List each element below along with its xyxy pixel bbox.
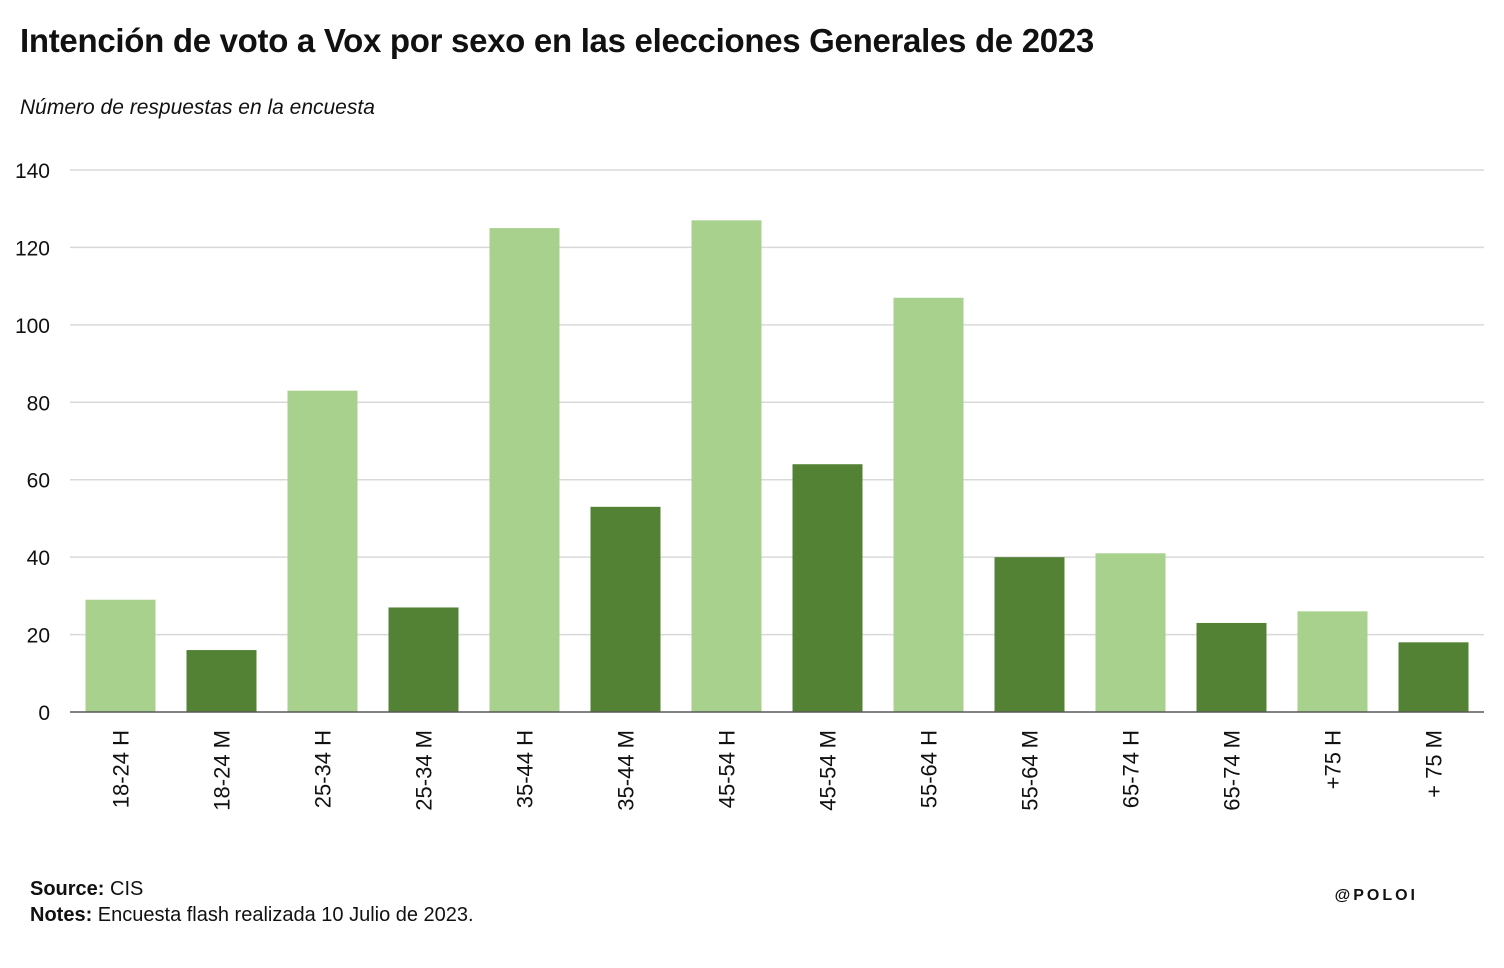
- notes-line: Notes: Encuesta flash realizada 10 Julio…: [30, 902, 474, 928]
- notes-label: Notes:: [30, 904, 93, 926]
- y-tick-label: 80: [27, 392, 50, 415]
- x-axis-ticks: 18-24 H 18-24 M 25-34 H 25-34 M 35-44 H 35-44…: [109, 730, 1447, 811]
- bar: [1297, 611, 1368, 712]
- bar: [994, 557, 1065, 712]
- bar: [85, 599, 156, 712]
- author-credit: @POLOI: [1334, 887, 1418, 904]
- x-tick-label: 35-44 M: [614, 730, 639, 811]
- y-tick-label: 140: [15, 160, 50, 183]
- bar: [1095, 553, 1166, 712]
- y-tick-label: 120: [15, 237, 50, 260]
- x-tick-label: 65-74 H: [1119, 730, 1144, 808]
- bar: [1196, 622, 1267, 712]
- x-tick-label: 55-64 M: [1018, 730, 1043, 811]
- y-tick-label: 40: [27, 547, 50, 570]
- x-tick-label: 65-74 M: [1220, 730, 1245, 811]
- x-tick-label: 35-44 H: [513, 730, 538, 808]
- x-tick-label: 18-24 M: [210, 730, 235, 811]
- y-axis-ticks: 0 20 40 60 80 100 120 140: [15, 160, 50, 725]
- x-tick-label: + 75 M: [1422, 730, 1447, 798]
- footer: Source: CIS Notes: Encuesta flash realiz…: [30, 876, 474, 928]
- bar: [792, 464, 863, 712]
- bar: [388, 607, 459, 712]
- bar: [1398, 642, 1469, 712]
- x-tick-label: 25-34 M: [412, 730, 437, 811]
- bar: [287, 390, 358, 712]
- y-tick-label: 60: [27, 470, 50, 493]
- gridlines: [70, 169, 1484, 636]
- source-line: Source: CIS: [30, 876, 474, 902]
- chart-title: Intención de voto a Vox por sexo en las …: [20, 22, 1094, 59]
- x-tick-label: +75 H: [1321, 730, 1346, 789]
- x-tick-label: 45-54 M: [816, 730, 841, 811]
- bar: [489, 228, 560, 713]
- bar: [186, 650, 257, 712]
- y-tick-label: 20: [27, 625, 50, 648]
- x-tick-label: 18-24 H: [109, 730, 134, 808]
- y-tick-label: 0: [38, 702, 50, 725]
- x-tick-label: 55-64 H: [917, 730, 942, 808]
- x-tick-label: 25-34 H: [311, 730, 336, 808]
- bar-chart: 0 20 40 60 80 100 120 140 18-24 H 18-24 M 25-34 H…: [15, 160, 1484, 811]
- bars: [85, 220, 1469, 713]
- chart-subtitle: Número de respuestas en la encuesta: [20, 96, 375, 119]
- source-label: Source:: [30, 878, 105, 900]
- source-value: CIS: [110, 878, 144, 900]
- bar: [590, 506, 661, 712]
- bar: [893, 297, 964, 712]
- notes-value: Encuesta flash realizada 10 Julio de 202…: [97, 904, 474, 926]
- y-tick-label: 100: [15, 315, 50, 338]
- x-tick-label: 45-54 H: [715, 730, 740, 808]
- bar: [691, 220, 762, 713]
